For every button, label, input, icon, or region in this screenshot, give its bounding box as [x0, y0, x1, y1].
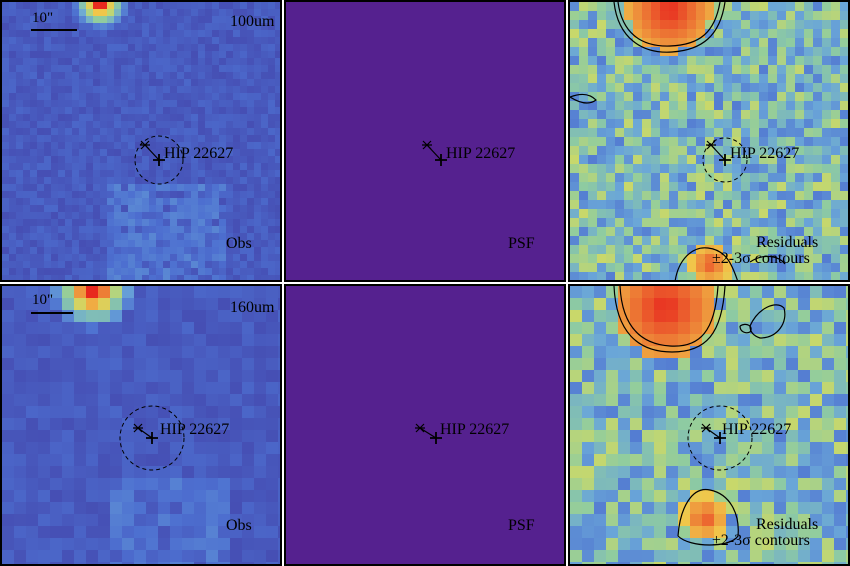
source-star [140, 140, 150, 150]
aperture-circle [702, 137, 748, 183]
contours-label: ±2-3σ contours [712, 250, 810, 267]
target-cross [714, 432, 726, 444]
target-label: HIP 22627 [440, 421, 510, 438]
psf-image-100um [286, 2, 564, 280]
target-label: HIP 22627 [722, 421, 792, 438]
aperture-circle [687, 405, 753, 471]
scale-bar [31, 312, 73, 314]
residual-panel-100um: HIP 22627 Residuals ±2-3σ contours [568, 0, 850, 282]
target-label: HIP 22627 [730, 145, 800, 162]
residual-image-100um [570, 2, 848, 280]
residual-image-160um [570, 286, 848, 564]
aperture-circle [119, 405, 185, 471]
target-label: HIP 22627 [164, 145, 234, 162]
source-star [133, 423, 143, 433]
contour-line [749, 255, 786, 265]
target-label: HIP 22627 [446, 145, 516, 162]
psf-panel-100um: HIP 22627 PSF [284, 0, 566, 282]
obs-image-160um [2, 286, 280, 564]
obs-label: Obs [226, 235, 252, 252]
obs-panel-160um: 10" 160um HIP 22627 Obs [0, 284, 282, 566]
target-label: HIP 22627 [160, 421, 230, 438]
contour-line [617, 2, 721, 47]
band-label: 100um [230, 13, 275, 30]
target-cross [435, 154, 447, 166]
target-cross [153, 154, 165, 166]
psf-label: PSF [508, 517, 535, 534]
source-star [415, 423, 425, 433]
psf-label: PSF [508, 235, 535, 252]
source-star [422, 140, 432, 150]
obs-image-100um [2, 2, 280, 280]
scale-bar-label: 10" [32, 292, 54, 308]
obs-label: Obs [226, 517, 252, 534]
source-star [706, 140, 716, 150]
contour-line [570, 93, 597, 104]
contour-line [613, 286, 726, 353]
target-cross [146, 432, 158, 444]
residual-panel-160um: HIP 22627 Residuals ±2-3σ contours [568, 284, 850, 566]
residuals-label: Residuals [756, 516, 819, 533]
contour-line [613, 2, 726, 53]
band-label: 160um [230, 299, 275, 316]
psf-panel-160um: HIP 22627 PSF [284, 284, 566, 566]
scale-bar-label: 10" [32, 10, 54, 26]
contour-line [739, 323, 752, 334]
residuals-label: Residuals [756, 234, 819, 251]
psf-image-160um [286, 286, 564, 564]
target-cross [430, 432, 442, 444]
scale-bar [31, 29, 77, 31]
contour-line [749, 304, 786, 339]
offset-line [419, 427, 437, 439]
source-star [701, 423, 711, 433]
contour-line [619, 286, 719, 347]
contour-line [677, 489, 739, 546]
contour-line [674, 247, 738, 280]
target-cross [719, 154, 731, 166]
obs-panel-100um: 10" 100um HIP 22627 Obs [0, 0, 282, 282]
contours-label: ±2-3σ contours [712, 532, 810, 549]
aperture-circle [134, 135, 184, 185]
